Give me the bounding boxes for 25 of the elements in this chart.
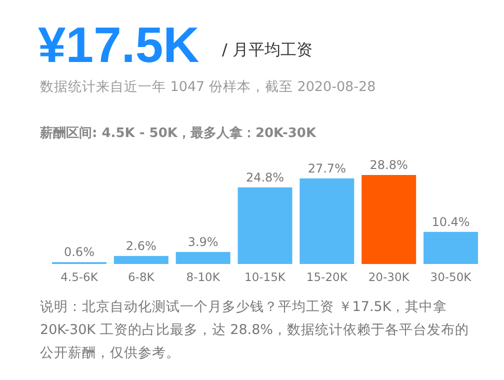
data-label: 28.8% xyxy=(370,158,408,172)
x-tick-label: 6-8K xyxy=(128,270,155,284)
x-tick-label: 8-10K xyxy=(186,270,220,284)
x-tick-label: 20-30K xyxy=(368,270,410,284)
text: 薪酬区间: 4.5K - 50K，最多人拿：20K-30K xyxy=(39,125,317,141)
x-tick-label: 15-20K xyxy=(306,270,348,284)
bar xyxy=(424,232,478,264)
bar xyxy=(300,178,354,264)
bar xyxy=(238,187,292,264)
data-label: 3.9% xyxy=(188,234,218,249)
bar xyxy=(176,252,230,264)
bar xyxy=(114,256,168,264)
data-label: 10.4% xyxy=(432,214,470,229)
x-tick-label: 30-50K xyxy=(430,270,472,284)
data-label: 0.6% xyxy=(64,245,94,260)
text: 说明：北京自动化测试一个月多少钱？平均工资 ￥17.5K，其中拿 20K-30K 工资的占比最多，达 28.8%，数据统计依赖于各平台发布的公开薪酬，仅供参考。 xyxy=(40,298,470,363)
chart-title: ¥17.5K xyxy=(38,17,200,73)
data-label: 24.8% xyxy=(246,170,284,184)
bar xyxy=(362,175,416,264)
data-label: 2.6% xyxy=(126,238,156,253)
x-tick-label: 10-15K xyxy=(244,270,286,284)
text: 数据统计来自近一年 1047 份样本，截至 2020-08-28 xyxy=(40,79,376,95)
chart-subtitle: / 月平均工资 xyxy=(222,40,312,59)
x-tick-label: 4.5-6K xyxy=(60,270,98,284)
data-label: 27.7% xyxy=(308,161,346,176)
